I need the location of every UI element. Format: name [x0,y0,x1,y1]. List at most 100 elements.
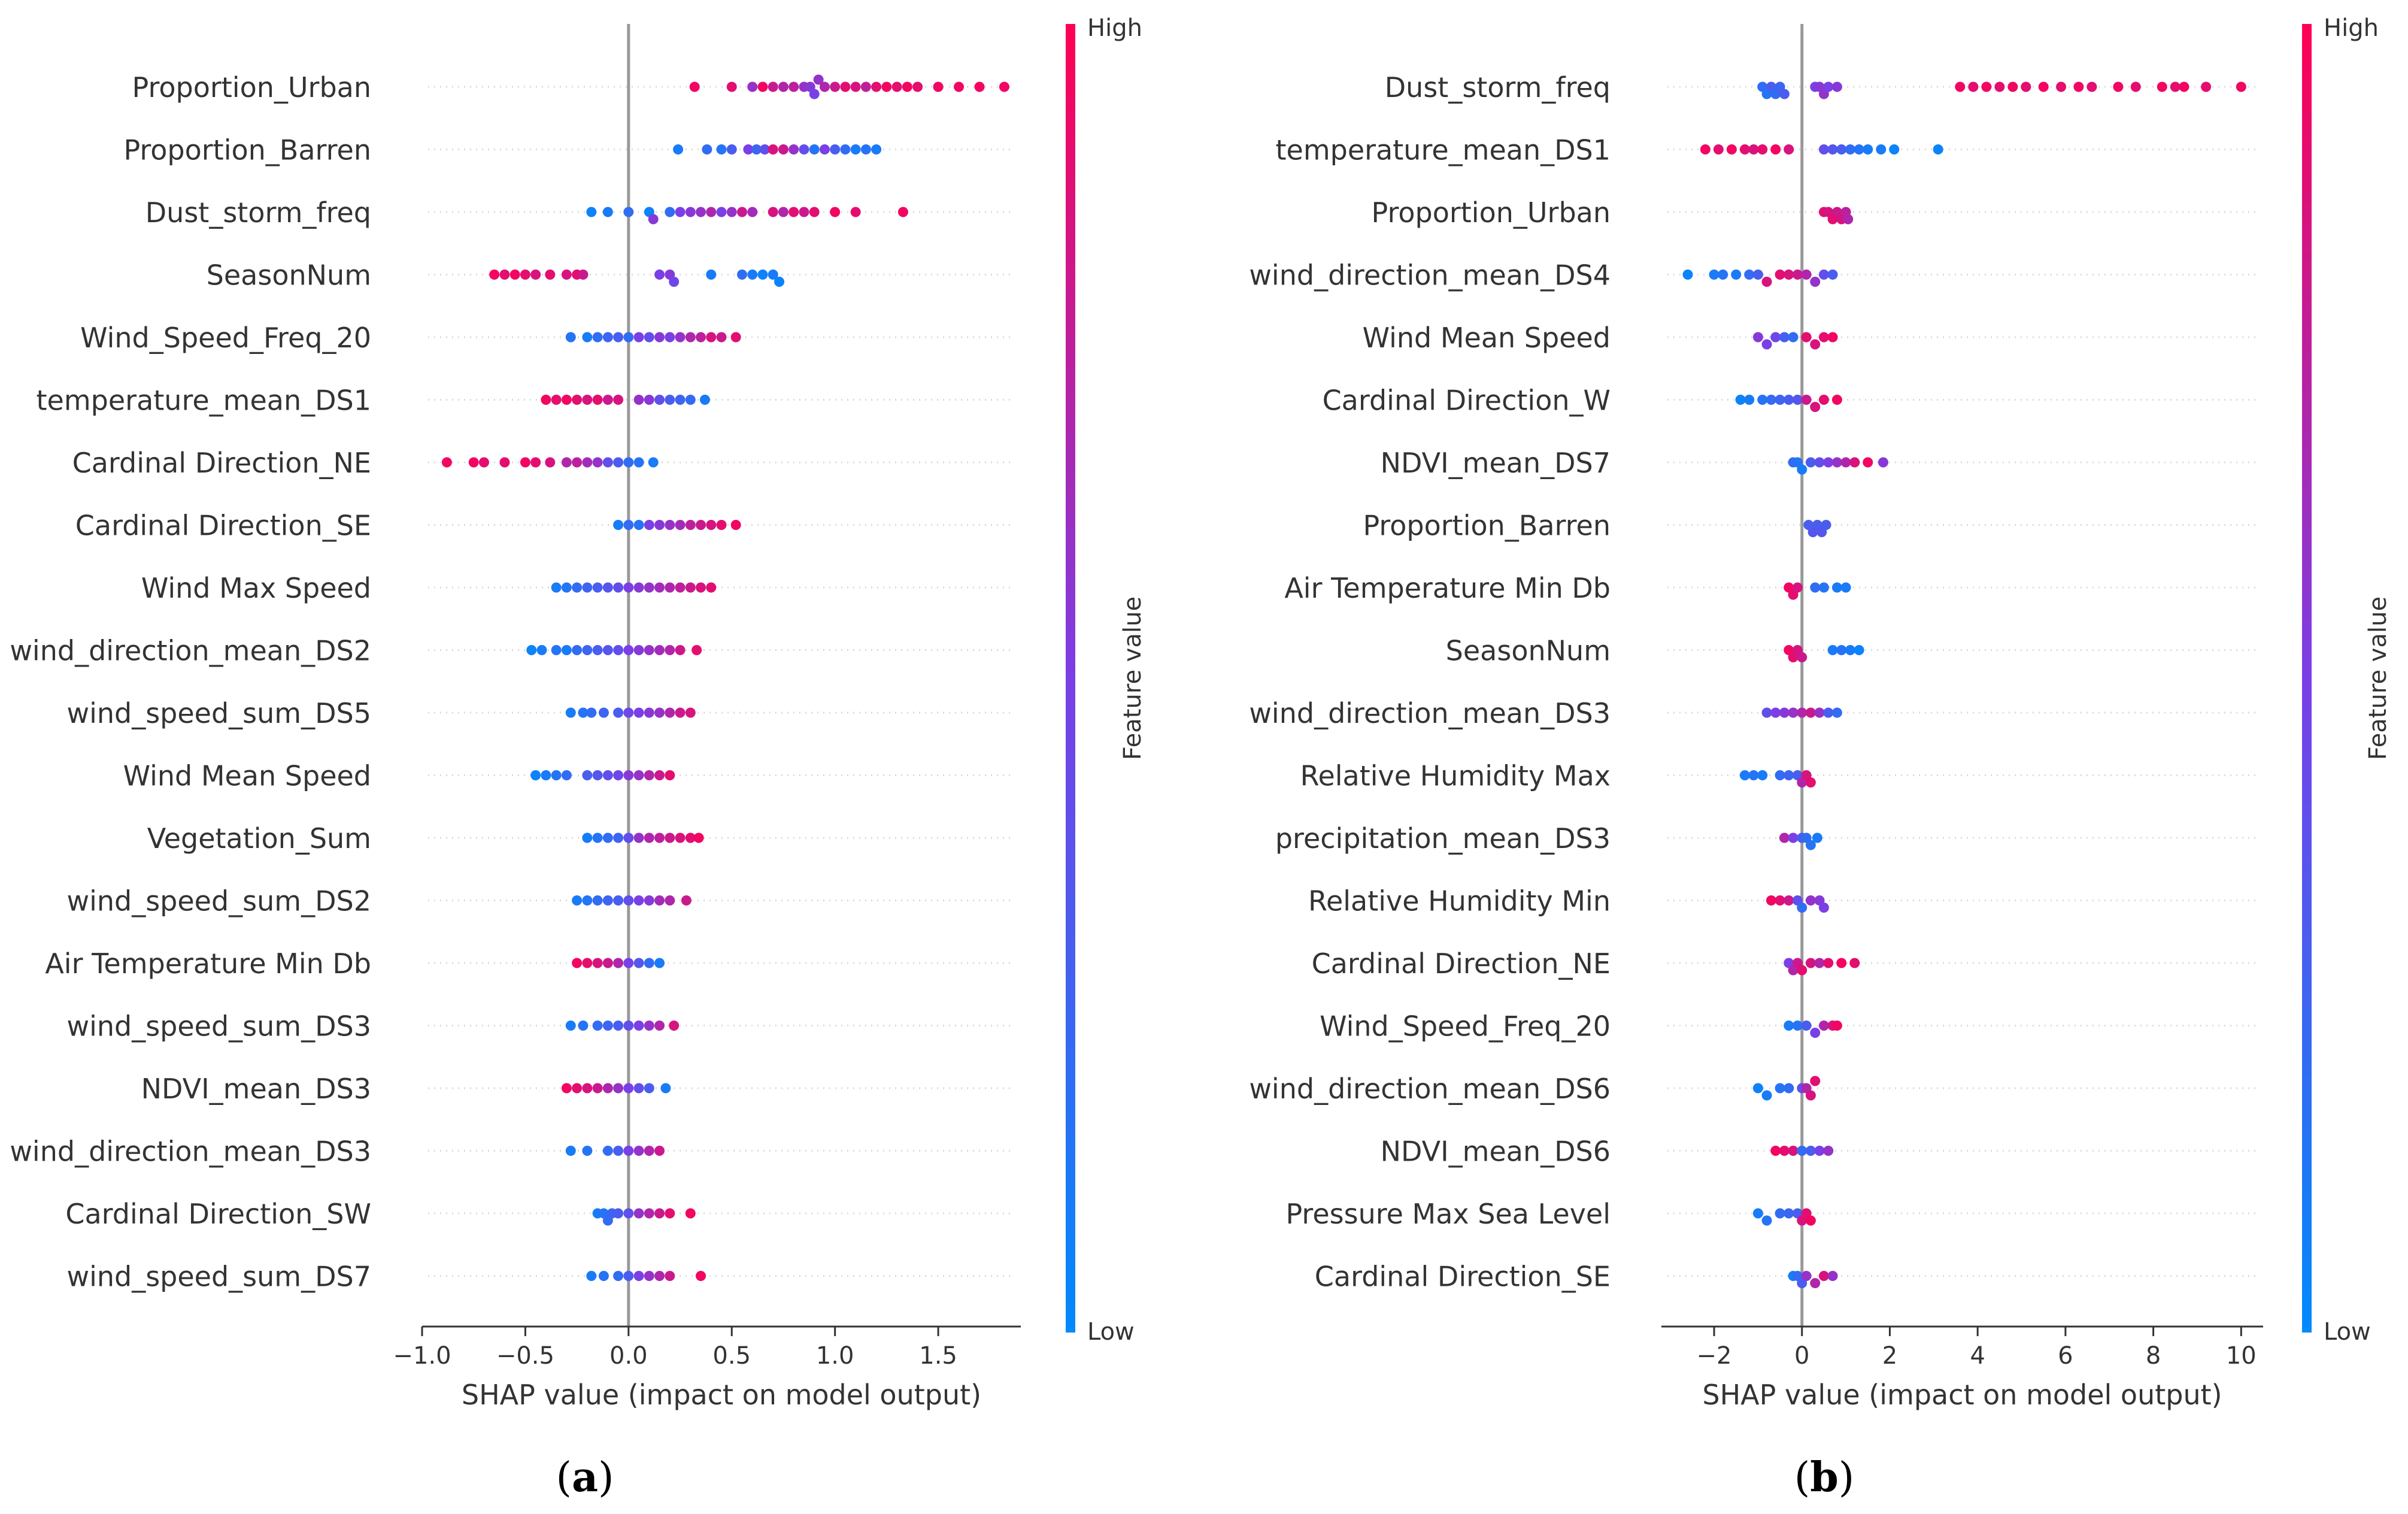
feature-label: Dust_storm_freq [145,196,371,229]
shap-point [613,832,624,843]
shap-point [654,332,665,343]
shap-point [757,81,768,92]
shap-point [1797,903,1807,913]
shap-point [561,395,572,405]
shap-point [799,207,809,217]
feature-label: wind_speed_sum_DS3 [66,1010,371,1043]
shap-point [881,81,892,92]
shap-point [706,332,717,343]
shap-point [685,395,696,405]
shap-point [1752,270,1763,280]
shap-point [675,332,686,343]
shap-point [675,707,686,718]
shap-point [1766,395,1776,405]
shap-point [598,707,609,718]
feature-label: Wind Mean Speed [123,760,371,792]
shap-point [1805,457,1816,468]
feature-label: NDVI_mean_DS7 [1381,447,1611,479]
shap-point [1748,770,1759,780]
shap-point [1770,144,1781,155]
panel-a-label: (a) [556,1454,614,1501]
shap-point [726,81,737,92]
shap-point [1878,457,1888,468]
shap-point [1752,332,1763,343]
shap-point [644,582,654,593]
shap-point [592,582,603,593]
feature-label: Relative Humidity Max [1300,760,1611,792]
shap-point [602,1083,613,1094]
shap-point [665,832,675,843]
shap-point [613,958,624,968]
shap-point [623,895,634,906]
shap-point [1814,958,1825,968]
shap-point [1761,277,1772,287]
panel-a-letter: a [572,1454,598,1501]
shap-point [592,332,603,343]
shap-point [706,520,717,530]
shap-point [644,1146,654,1156]
feature-label: wind_speed_sum_DS7 [66,1261,371,1293]
feature-label: wind_direction_mean_DS4 [1249,259,1611,292]
shap-point [1831,582,1842,593]
shap-point [633,832,644,843]
shap-point [1801,332,1812,343]
shap-point [586,707,597,718]
shap-point [696,1271,706,1281]
shap-point [582,582,593,593]
shap-point [592,395,603,405]
shap-point [1810,339,1821,350]
shap-point [1836,144,1847,155]
colorbar-title: Feature value [1119,596,1147,760]
shap-point [1836,645,1847,655]
shap-point [1797,1146,1807,1156]
shap-point [768,81,778,92]
shap-point [774,277,785,287]
shap-point [602,332,613,343]
shap-point [1805,707,1816,718]
shap-point [613,770,624,780]
shap-point [572,395,583,405]
shap-point [578,270,589,280]
shap-point [1810,582,1821,593]
x-tick-label: 1.5 [919,1342,957,1370]
shap-point [551,582,562,593]
shap-point [582,395,593,405]
shap-point [1843,214,1854,225]
shap-point [897,207,908,217]
shap-point [1854,645,1864,655]
shap-point [675,395,686,405]
shap-point [819,144,830,155]
shap-point [1831,707,1842,718]
shap-point [747,270,758,280]
shap-point [778,207,788,217]
shap-point [743,144,754,155]
shap-point [2038,81,2049,92]
shap-point [613,1021,624,1031]
feature-label: NDVI_mean_DS3 [141,1073,371,1105]
shap-point [592,958,603,968]
shap-point [1792,395,1803,405]
shap-point [592,832,603,843]
shap-point [696,520,706,530]
colorbar-low-label: Low [1087,1318,1135,1346]
shap-point [669,277,680,287]
shap-point [551,395,562,405]
shap-point [912,81,923,92]
shap-point [692,645,702,655]
shap-point [716,520,727,530]
shap-point [1810,1076,1821,1086]
shap-point [654,1021,665,1031]
panel-b-label: (b) [1794,1454,1855,1501]
shap-point [1792,1021,1803,1031]
shap-point [706,582,717,593]
shap-point [669,1021,680,1031]
shap-point [592,1083,603,1094]
shap-point [572,645,583,655]
shap-point [768,270,778,280]
shap-point [561,270,572,280]
shap-point [1805,840,1816,850]
shap-point [509,270,520,280]
shap-point [2201,81,2212,92]
shap-point [1801,395,1812,405]
shap-point [1889,144,1900,155]
